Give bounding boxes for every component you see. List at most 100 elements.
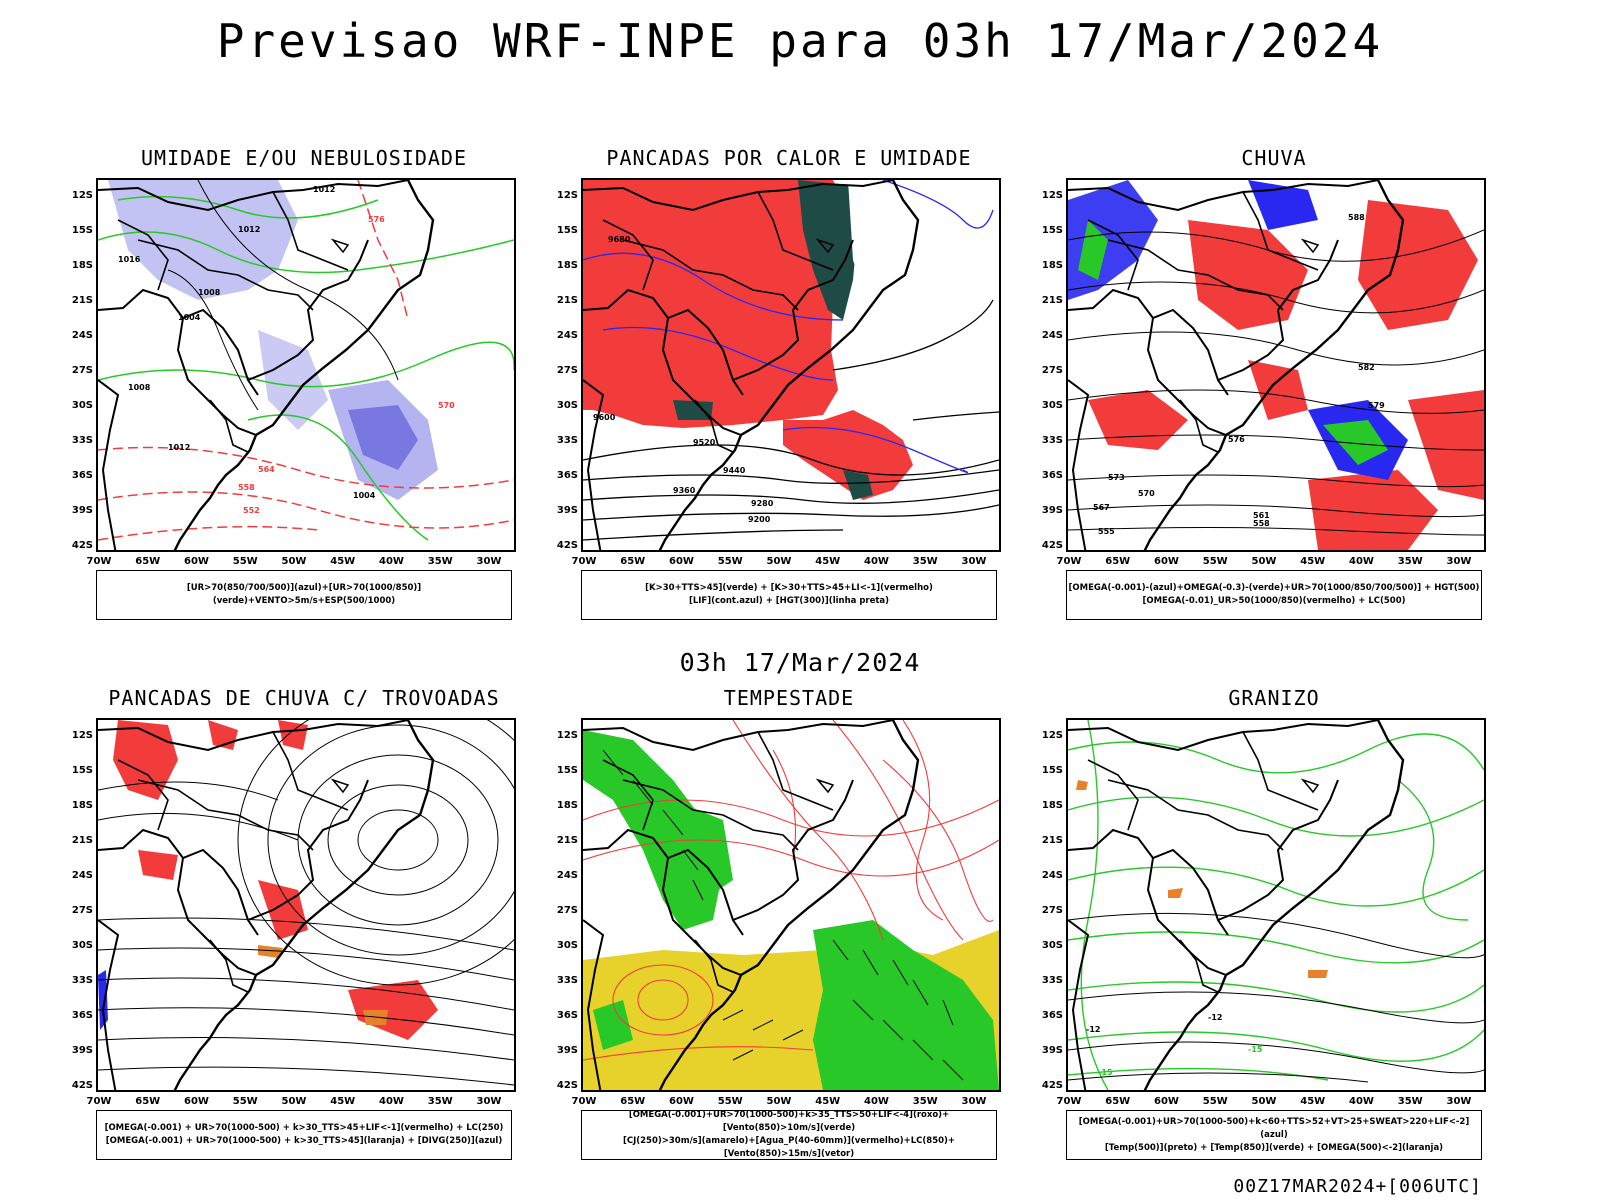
lat-tick-label: 15S: [1041, 765, 1063, 776]
lon-tick-label: 65W: [135, 556, 161, 567]
lon-tick-label: 50W: [281, 556, 307, 567]
lon-tick-label: 55W: [717, 556, 743, 567]
lat-tick-label: 27S: [71, 365, 93, 376]
lon-tick-label: 60W: [1154, 556, 1179, 567]
lat-tick-label: 24S: [1041, 330, 1063, 341]
lat-tick-label: 42S: [71, 540, 93, 551]
legend-line: [CJ(250)>30m/s](amarelo)+[Agua_P(40-60mm…: [622, 1136, 956, 1159]
lat-tick-label: 36S: [556, 470, 578, 481]
lon-tick-label: 50W: [1251, 1096, 1277, 1107]
lat-tick-label: 39S: [556, 1045, 578, 1056]
map-area: -12 -15 -12 -15: [1066, 718, 1486, 1092]
lon-tick-label: 55W: [1202, 1096, 1228, 1107]
lon-tick-label: 30W: [1446, 1096, 1472, 1107]
map-area: 1012 1008 1004 1016 1012 1008 1004 1012 …: [96, 178, 516, 552]
lon-tick-label: 70W: [571, 1096, 597, 1107]
lat-tick-label: 42S: [1041, 1080, 1063, 1091]
panel-legend: [UR>70(850/700/500)](azul)+[UR>70(1000/8…: [96, 570, 512, 620]
lon-tick-label: 65W: [620, 556, 646, 567]
lon-tick-label: 70W: [86, 1096, 112, 1107]
contour-label: 552: [243, 506, 260, 515]
contour-label: 564: [258, 465, 275, 474]
lat-tick-label: 30S: [71, 400, 93, 411]
lon-tick-label: 30W: [1446, 556, 1472, 567]
lon-tick-label: 40W: [1349, 1096, 1374, 1107]
contour-label: 582: [1358, 363, 1375, 372]
contour-label: 579: [1368, 401, 1385, 410]
lon-tick-label: 40W: [1349, 556, 1374, 567]
lat-tick-label: 36S: [1041, 470, 1063, 481]
lon-tick-label: 35W: [1397, 1096, 1423, 1107]
lat-tick-label: 18S: [1041, 260, 1063, 271]
contour-label: 570: [438, 401, 455, 410]
lat-tick-label: 18S: [1041, 800, 1063, 811]
contour-label: 555: [1098, 527, 1115, 536]
lon-tick-label: 45W: [1300, 556, 1326, 567]
panel-title: PANCADAS POR CALOR E UMIDADE: [606, 146, 972, 170]
lon-tick-label: 70W: [86, 556, 112, 567]
lat-tick-label: 39S: [71, 505, 93, 516]
lon-tick-label: 70W: [1056, 556, 1082, 567]
lon-tick-label: 60W: [184, 1096, 209, 1107]
lat-tick-label: 12S: [1041, 730, 1063, 741]
panel-title: TEMPESTADE: [723, 686, 855, 710]
legend-line: [OMEGA(-0.001) + UR>70(1000-500) + k>30_…: [104, 1123, 504, 1133]
lat-tick-label: 39S: [1041, 1045, 1063, 1056]
legend-line: [OMEGA(-0.001) + UR>70(1000-500) + k>30_…: [105, 1136, 503, 1146]
contour-label: 567: [1093, 503, 1110, 512]
lat-tick-label: 12S: [556, 730, 578, 741]
lon-tick-label: 50W: [766, 556, 792, 567]
lon-tick-label: 40W: [864, 556, 889, 567]
legend-line: [OMEGA(-0.001)-(azul)+OMEGA(-0.3)-(verde…: [1068, 583, 1480, 593]
panel-title: PANCADAS DE CHUVA C/ TROVOADAS: [108, 686, 500, 710]
contour-label: 1012: [313, 185, 335, 194]
forecast-time-label: 03h 17/Mar/2024: [679, 648, 921, 677]
contour-label: 9680: [608, 235, 631, 244]
lon-tick-label: 45W: [330, 556, 356, 567]
lon-tick-label: 45W: [815, 556, 841, 567]
lat-tick-label: 39S: [1041, 505, 1063, 516]
lon-tick-label: 60W: [669, 1096, 694, 1107]
panel-title: CHUVA: [1241, 146, 1307, 170]
contour-label: 1016: [118, 255, 141, 264]
contour-label: -12: [1086, 1025, 1100, 1034]
lat-tick-label: 33S: [556, 975, 578, 986]
lat-tick-label: 21S: [1041, 295, 1063, 306]
contour-label: 1004: [178, 313, 201, 322]
legend-line: [UR>70(850/700/500)](azul)+[UR>70(1000/8…: [186, 583, 422, 606]
lon-tick-label: 55W: [1202, 556, 1228, 567]
lat-tick-label: 27S: [556, 905, 578, 916]
lon-tick-label: 35W: [427, 1096, 453, 1107]
panel-legend: [K>30+TTS>45](verde) + [K>30+TTS>45+LI<-…: [581, 570, 997, 620]
lat-tick-label: 27S: [1041, 365, 1063, 376]
lon-tick-label: 60W: [1154, 1096, 1179, 1107]
lon-tick-label: 55W: [232, 1096, 258, 1107]
lon-tick-label: 40W: [379, 1096, 404, 1107]
lon-tick-label: 35W: [427, 556, 453, 567]
contour-label: -15: [1248, 1045, 1263, 1054]
panel-legend: [OMEGA(-0.001)-(azul)+OMEGA(-0.3)-(verde…: [1066, 570, 1482, 620]
lat-tick-label: 27S: [556, 365, 578, 376]
lat-tick-label: 39S: [556, 505, 578, 516]
lat-tick-label: 21S: [71, 835, 93, 846]
contour-label: 9520: [693, 438, 716, 447]
lon-tick-label: 50W: [766, 1096, 792, 1107]
panel-legend: [OMEGA(-0.001)+UR>70(1000-500)+k<60+TTS>…: [1066, 1110, 1482, 1160]
lat-tick-label: 24S: [556, 870, 578, 881]
lat-tick-label: 12S: [71, 190, 93, 201]
lat-tick-label: 39S: [71, 1045, 93, 1056]
contour-label: 558: [238, 483, 255, 492]
lat-tick-label: 33S: [556, 435, 578, 446]
lat-tick-label: 36S: [1041, 1010, 1063, 1021]
lon-tick-label: 30W: [476, 1096, 502, 1107]
lat-tick-label: 42S: [556, 1080, 578, 1091]
lon-tick-label: 50W: [281, 1096, 307, 1107]
lon-tick-label: 70W: [571, 556, 597, 567]
lat-tick-label: 12S: [1041, 190, 1063, 201]
contour-label: 1008: [198, 288, 221, 297]
legend-line: [OMEGA(-0.001)+UR>70(1000-500)+k<60+TTS>…: [1078, 1116, 1470, 1140]
lon-tick-label: 65W: [1105, 556, 1131, 567]
panel-pancadas-trovoadas: PANCADAS DE CHUVA C/ TROVOADAS: [69, 686, 539, 1160]
contour-label: 1004: [353, 491, 376, 500]
panel-tempestade: TEMPESTADE: [554, 686, 1024, 1160]
